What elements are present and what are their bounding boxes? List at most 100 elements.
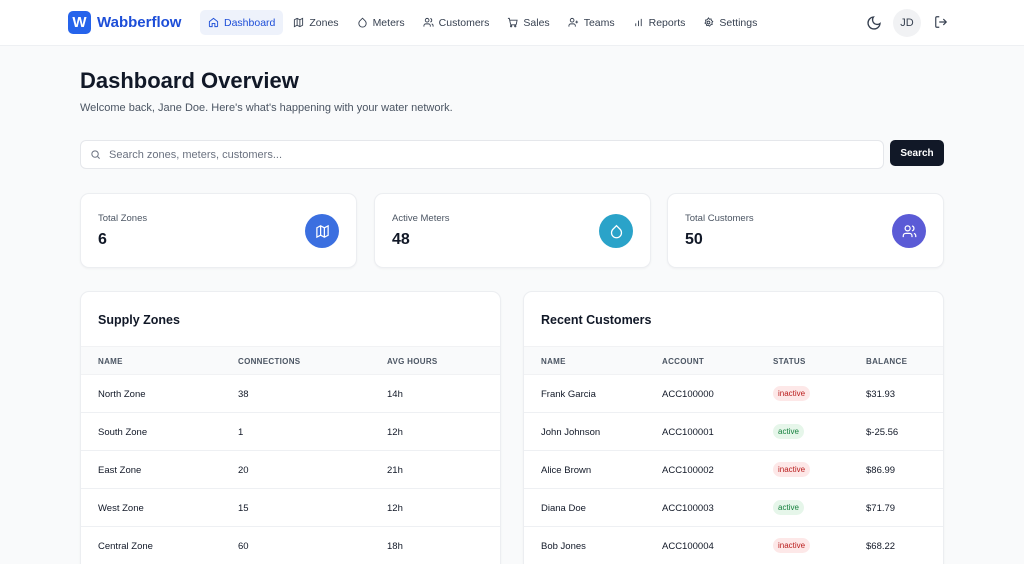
search-button[interactable]: Search (890, 140, 944, 166)
nav-item-meters[interactable]: Meters (349, 10, 413, 35)
stat-card-total-customers: Total Customers 50 (667, 193, 944, 268)
stat-label: Total Customers (685, 213, 754, 224)
table-row[interactable]: Diana Doe ACC100003 active $71.79 (524, 489, 943, 527)
search-input[interactable] (109, 148, 869, 161)
column-header: STATUS (773, 357, 806, 366)
table-row[interactable]: West Zone 15 12h (81, 489, 500, 527)
page-subtitle: Welcome back, Jane Doe. Here's what's ha… (80, 102, 453, 114)
stat-value: 48 (392, 231, 410, 248)
nav-label: Reports (648, 16, 686, 29)
team-icon (568, 17, 578, 27)
recent-customers-panel: Recent Customers NAME ACCOUNT STATUS BAL… (523, 291, 944, 564)
customer-name: Alice Brown (541, 465, 592, 476)
table-row[interactable]: North Zone 38 14h (81, 375, 500, 413)
table-header: NAME ACCOUNT STATUS BALANCE (524, 346, 943, 375)
table-row[interactable]: South Zone 1 12h (81, 413, 500, 451)
customer-account: ACC100001 (662, 427, 714, 438)
stat-card-active-meters: Active Meters 48 (374, 193, 651, 268)
map-icon (294, 17, 304, 28)
status-badge: inactive (773, 462, 811, 477)
status-badge: inactive (773, 538, 811, 553)
search-bar (80, 140, 884, 169)
column-header: ACCOUNT (662, 357, 705, 366)
nav-item-reports[interactable]: Reports (625, 10, 694, 35)
table-row[interactable]: Bob Jones ACC100004 inactive $68.22 (524, 527, 943, 564)
home-icon (208, 17, 219, 28)
zone-connections: 15 (238, 503, 249, 514)
zone-avg-hours: 18h (387, 541, 403, 552)
zone-avg-hours: 12h (387, 503, 403, 514)
stat-icon-badge (892, 214, 926, 248)
stat-card-total-zones: Total Zones 6 (80, 193, 357, 268)
nav-label: Customers (438, 16, 490, 29)
table-row[interactable]: East Zone 20 21h (81, 451, 500, 489)
table-row[interactable]: John Johnson ACC100001 active $-25.56 (524, 413, 943, 451)
zone-name: East Zone (98, 465, 142, 476)
zone-connections: 38 (238, 389, 249, 400)
panel-title: Supply Zones (98, 313, 180, 327)
customer-balance: $-25.56 (866, 427, 899, 438)
nav-label: Meters (372, 16, 405, 29)
zone-name: South Zone (98, 427, 148, 438)
customer-account: ACC100000 (662, 389, 714, 400)
gear-icon (704, 17, 714, 27)
moon-icon[interactable] (866, 15, 882, 31)
table-header: NAME CONNECTIONS AVG HOURS (81, 346, 500, 375)
status-badge: active (773, 500, 804, 515)
table-row[interactable]: Central Zone 60 18h (81, 527, 500, 564)
nav-item-zones[interactable]: Zones (285, 10, 346, 35)
nav-item-sales[interactable]: Sales (499, 10, 557, 35)
nav-item-customers[interactable]: Customers (415, 10, 498, 35)
stat-label: Active Meters (392, 213, 450, 224)
table-row[interactable]: Alice Brown ACC100002 inactive $86.99 (524, 451, 943, 489)
users-icon (423, 17, 434, 27)
droplet-icon (357, 17, 367, 28)
map-icon (315, 224, 329, 238)
avatar[interactable]: JD (893, 9, 921, 37)
table-row[interactable]: Frank Garcia ACC100000 inactive $31.93 (524, 375, 943, 413)
status-badge: active (773, 424, 804, 439)
zone-connections: 1 (238, 427, 244, 438)
supply-zones-panel: Supply Zones NAME CONNECTIONS AVG HOURS … (80, 291, 501, 564)
nav-item-dashboard[interactable]: Dashboard (200, 10, 284, 35)
column-header: BALANCE (866, 357, 908, 366)
zone-name: Central Zone (98, 541, 153, 552)
zone-connections: 20 (238, 465, 249, 476)
column-header: NAME (541, 357, 566, 366)
customer-name: Diana Doe (541, 503, 586, 514)
logout-icon[interactable] (934, 15, 948, 29)
stat-icon-badge (599, 214, 633, 248)
page-title: Dashboard Overview (80, 68, 299, 93)
customer-balance: $86.99 (866, 465, 896, 476)
zone-avg-hours: 12h (387, 427, 403, 438)
brand-name: Wabberflow (97, 14, 182, 31)
cart-icon (508, 17, 519, 28)
status-badge: inactive (773, 386, 811, 401)
customer-name: Bob Jones (541, 541, 586, 552)
search-icon (91, 150, 100, 159)
customer-account: ACC100004 (662, 541, 714, 552)
brand[interactable]: W Wabberflow (68, 11, 181, 34)
stat-value: 6 (98, 231, 107, 248)
nav-label: Dashboard (224, 16, 276, 29)
bar-chart-icon (634, 18, 642, 27)
nav-label: Teams (583, 16, 615, 29)
nav-label: Settings (719, 16, 758, 29)
zone-name: West Zone (98, 503, 144, 514)
zone-connections: 60 (238, 541, 249, 552)
nav-item-teams[interactable]: Teams (560, 10, 623, 35)
column-header: NAME (98, 357, 123, 366)
brand-logo: W (68, 11, 91, 34)
nav-item-settings[interactable]: Settings (695, 10, 765, 35)
zone-avg-hours: 14h (387, 389, 403, 400)
main-nav: Dashboard Zones Meters Customers Sales T… (200, 10, 767, 35)
zone-name: North Zone (98, 389, 146, 400)
top-navbar: W Wabberflow Dashboard Zones Meters Cust… (0, 0, 1024, 46)
customer-name: Frank Garcia (541, 389, 596, 400)
customer-account: ACC100002 (662, 465, 714, 476)
column-header: AVG HOURS (387, 357, 438, 366)
panel-title: Recent Customers (541, 313, 652, 327)
zone-avg-hours: 21h (387, 465, 403, 476)
nav-label: Zones (309, 16, 339, 29)
customer-balance: $31.93 (866, 389, 896, 400)
